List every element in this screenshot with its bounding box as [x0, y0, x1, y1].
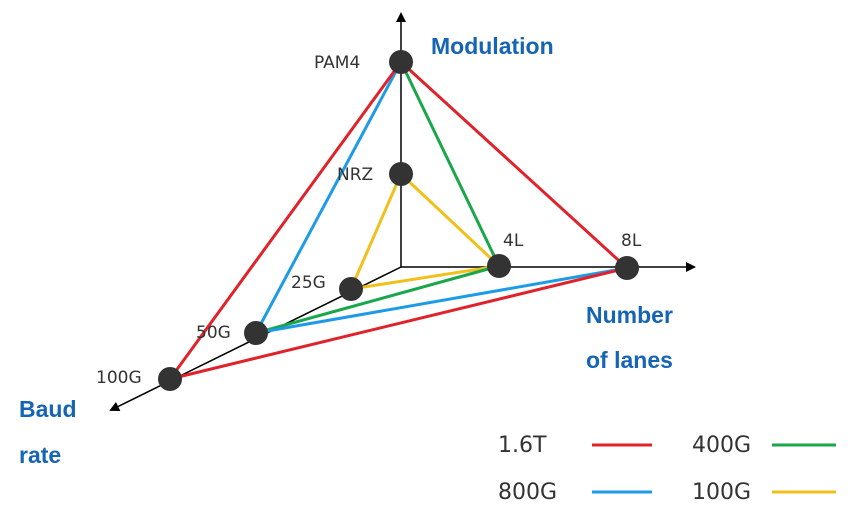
baud-label-line1: Baud	[19, 396, 77, 422]
label-8l: 8L	[621, 231, 642, 251]
label-25g: 25G	[291, 273, 326, 293]
legend-label-400g: 400G	[692, 433, 751, 458]
node-8l	[615, 256, 639, 280]
node-50g	[244, 321, 268, 345]
legend-label-1-6t: 1.6T	[498, 433, 547, 458]
node-4l	[487, 254, 511, 278]
line-400g-pam4-4l	[399, 61, 501, 267]
legend-label-100g: 100G	[692, 480, 751, 505]
modulation-label: Modulation	[431, 33, 554, 59]
legend-label-800g: 800G	[498, 480, 557, 505]
node-pam4	[389, 50, 413, 74]
baud-label-line2: rate	[19, 442, 61, 468]
line-1-6t-100g-8l	[169, 266, 628, 381]
node-nrz	[389, 162, 413, 186]
node-labels: PAM4 NRZ 4L 8L 25G 50G 100G	[96, 53, 642, 388]
label-pam4: PAM4	[314, 53, 360, 73]
lanes-label-line2: of lanes	[586, 347, 673, 373]
line-1-6t-pam4-100g	[168, 61, 403, 380]
line-100g-nrz-25g	[349, 173, 403, 290]
line-800g-pam4-50g	[254, 61, 403, 334]
node-100g	[158, 367, 182, 391]
legend: 1.6T 800G 400G 100G	[498, 433, 836, 505]
line-1-6t-pam4-8l	[399, 60, 629, 270]
label-4l: 4L	[503, 231, 524, 251]
lanes-label-line1: Number	[586, 302, 673, 328]
label-50g: 50G	[196, 323, 231, 343]
node-25g	[339, 277, 363, 301]
line-100g-25g-4l	[350, 264, 500, 291]
line-400g-50g-4l	[255, 264, 500, 335]
label-nrz: NRZ	[337, 165, 373, 185]
line-100g-nrz-4l	[399, 172, 501, 268]
nodes	[158, 50, 639, 391]
line-800g-50g-8l	[255, 266, 628, 335]
label-100g: 100G	[96, 368, 142, 388]
connection-lines	[168, 60, 629, 381]
axis-labels: Modulation Number of lanes Baud rate	[19, 33, 673, 468]
